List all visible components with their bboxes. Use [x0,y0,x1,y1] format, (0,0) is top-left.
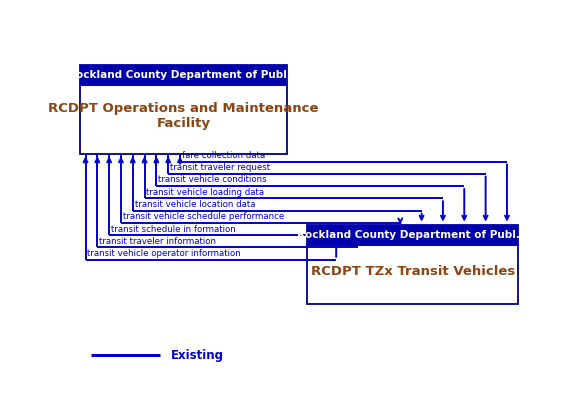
Text: transit vehicle loading data: transit vehicle loading data [146,188,264,197]
Text: transit vehicle schedule performance: transit vehicle schedule performance [122,212,284,221]
Bar [307,245,519,303]
Text: transit traveler information: transit traveler information [99,237,216,246]
Text: transit vehicle location data: transit vehicle location data [135,200,255,209]
Text: RCDPT TZx Transit Vehicles: RCDPT TZx Transit Vehicles [311,264,515,277]
Text: Rockland County Department of Publ...: Rockland County Department of Publ... [297,230,528,240]
Text: transit vehicle conditions: transit vehicle conditions [158,176,267,184]
Bar [80,85,287,153]
Bar [307,225,519,245]
Text: RCDPT Operations and Maintenance
Facility: RCDPT Operations and Maintenance Facilit… [48,102,319,130]
Text: fare collection data: fare collection data [182,151,265,160]
Text: transit vehicle operator information: transit vehicle operator information [87,249,241,258]
Text: transit schedule in formation: transit schedule in formation [111,225,236,233]
Bar [80,65,287,85]
Text: transit traveler request: transit traveler request [170,163,270,172]
Text: Existing: Existing [171,349,224,362]
Text: Rockland County Department of Publ...: Rockland County Department of Publ... [68,70,299,80]
